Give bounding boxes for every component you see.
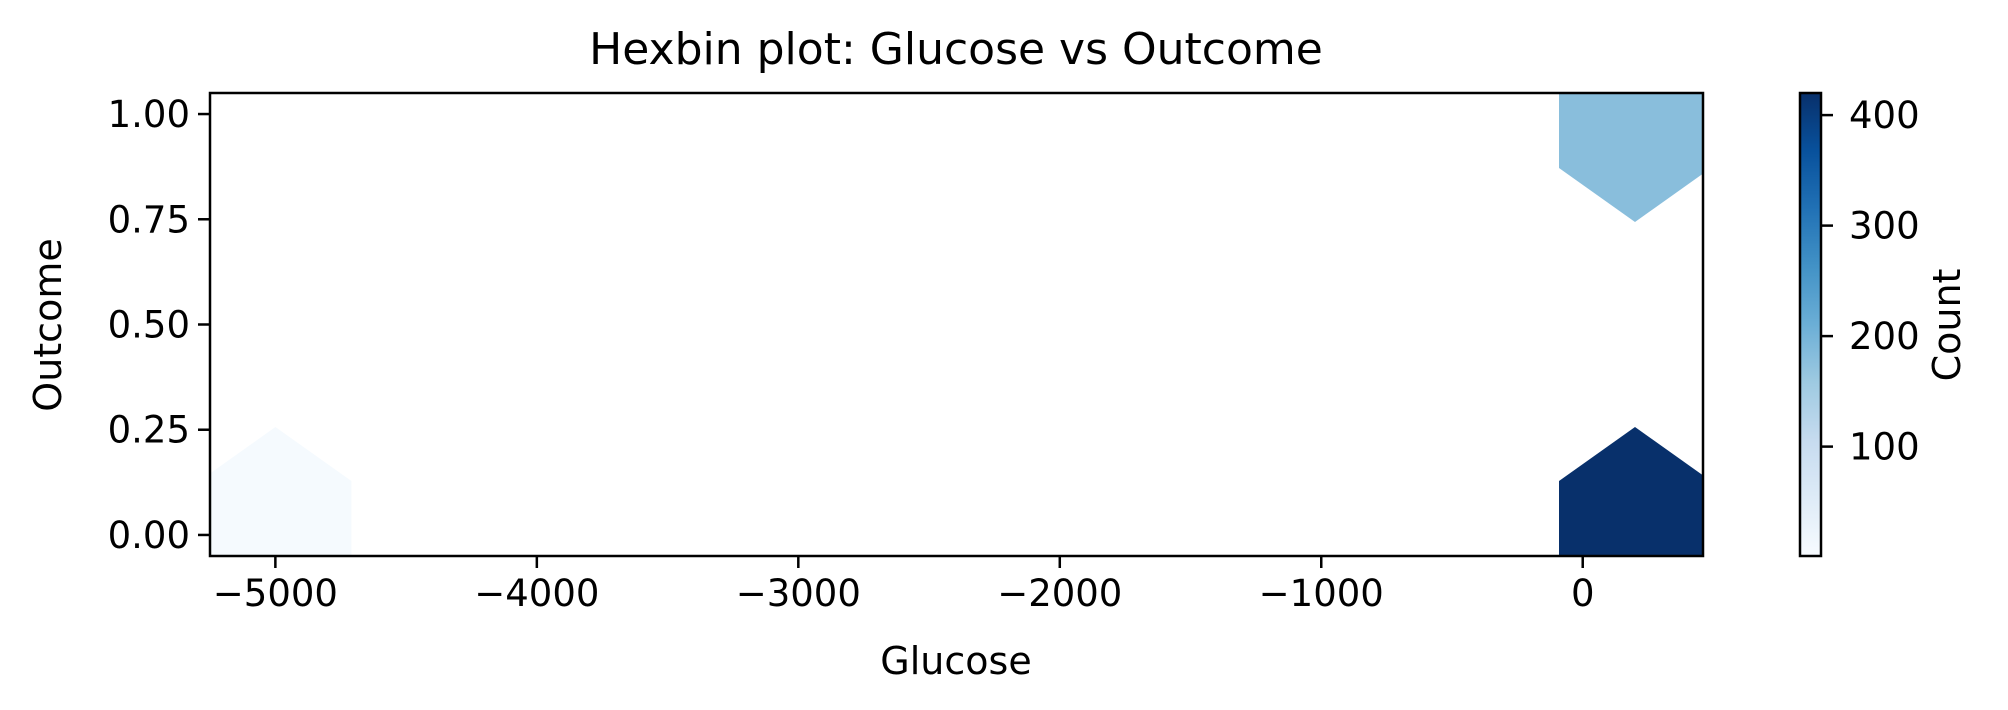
hexbin-cell [1559,93,1703,222]
x-tick-label: −2000 [997,572,1122,615]
y-tick-label: 1.00 [108,93,190,136]
colorbar-tick-label: 200 [1849,315,1920,358]
colorbar-label: Count [1925,269,1969,382]
x-tick-label: −1000 [1259,572,1384,615]
x-tick-label: −5000 [213,572,338,615]
y-tick-label: 0.00 [108,514,190,557]
y-tick-label: 0.25 [108,409,190,452]
hexbin-cell [1559,427,1703,556]
chart-title: Hexbin plot: Glucose vs Outcome [589,24,1323,75]
colorbar [1798,91,1823,558]
colorbar-tick-label: 300 [1849,205,1920,248]
plot-frame [208,91,1705,558]
x-axis: −5000 −4000 −3000 −2000 −1000 0 [213,556,1595,615]
hexbin-cell [210,427,352,556]
x-tick-label: 0 [1571,572,1595,615]
y-tick-label: 0.75 [108,198,190,241]
x-tick-label: −4000 [474,572,599,615]
y-axis: 0.00 0.25 0.50 0.75 1.00 [108,93,210,557]
colorbar-tick-label: 400 [1849,94,1920,137]
colorbar-axis: 100 200 300 400 [1821,94,1920,469]
x-tick-label: −3000 [736,572,861,615]
y-tick-label: 0.50 [108,304,190,347]
colorbar-tick-label: 100 [1849,426,1920,469]
x-axis-label: Glucose [880,639,1031,683]
hexbin-layer [210,93,1703,556]
y-axis-label: Outcome [26,238,70,411]
